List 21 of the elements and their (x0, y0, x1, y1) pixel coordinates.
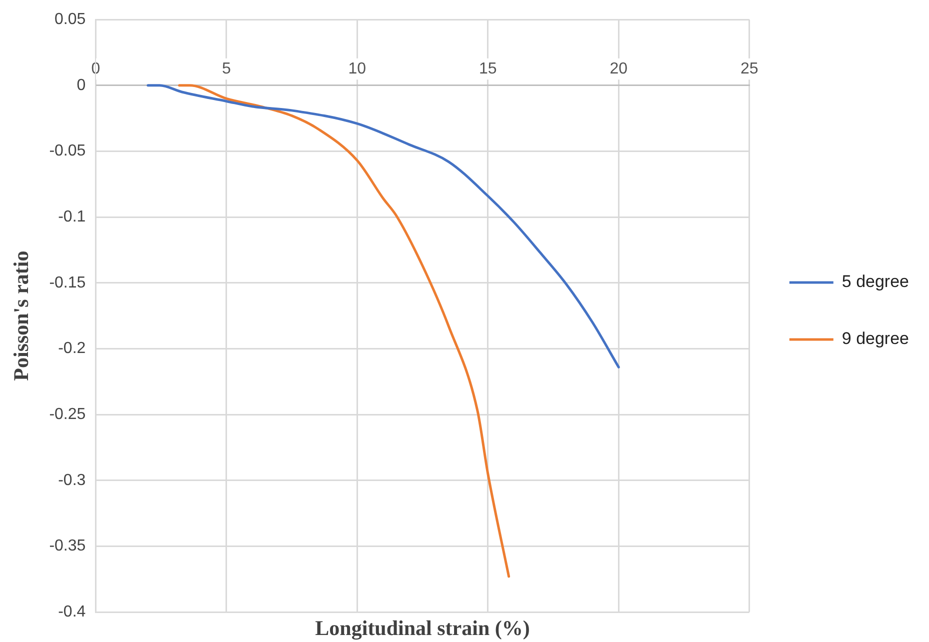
x-tick-label: 25 (740, 60, 758, 78)
y-tick-label: 0 (76, 76, 86, 94)
y-tick-label: -0.15 (49, 274, 86, 292)
line-series (178, 84, 510, 578)
legend-label: 5 degree (842, 272, 910, 292)
x-axis-title: Longitudinal strain (%) (315, 616, 530, 640)
y-tick-label: 0.05 (54, 11, 86, 28)
y-tick-label: -0.3 (58, 472, 86, 489)
y-tick-label: -0.25 (49, 406, 86, 423)
y-tick-label: -0.35 (49, 538, 86, 555)
x-tick-label: 20 (610, 60, 628, 78)
x-tick-label: 10 (348, 60, 366, 78)
line-series (146, 84, 620, 368)
legend-label: 9 degree (842, 329, 910, 348)
y-tick-label: -0.4 (58, 603, 86, 620)
x-tick-label: 5 (222, 60, 231, 78)
y-tick-label: -0.2 (58, 340, 86, 358)
y-tick-label: -0.05 (49, 142, 86, 160)
y-axis-title: Poisson's ratio (9, 250, 34, 381)
x-tick-label: 15 (479, 60, 497, 78)
y-tick-label: -0.1 (58, 208, 86, 226)
